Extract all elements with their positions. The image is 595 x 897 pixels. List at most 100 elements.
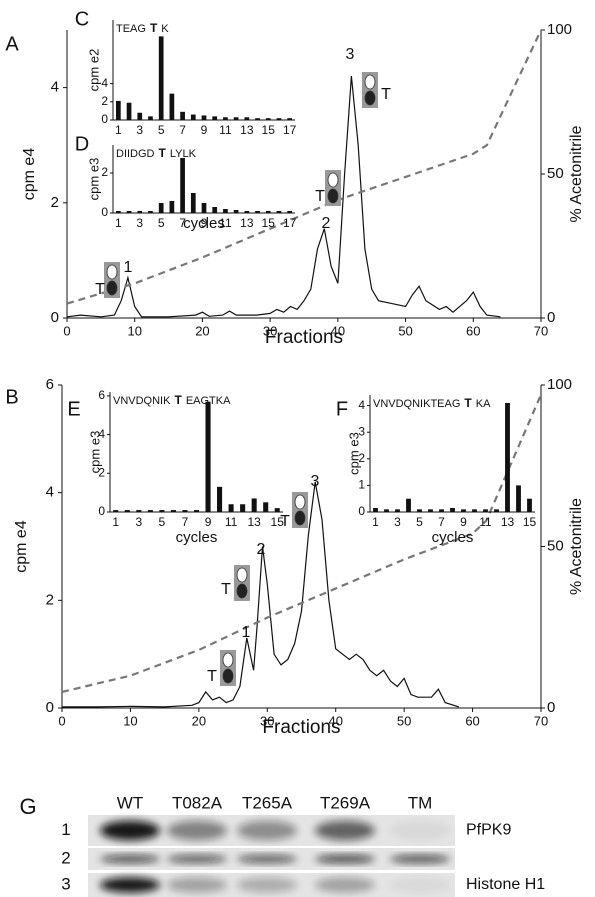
x-tick-label: 70 [534,713,548,728]
y-axis-label: cpm e2 [86,49,101,92]
spot-icon [294,510,306,526]
bar [113,510,119,512]
sequence-part: K [161,23,169,35]
bar [274,508,280,512]
y-tick-label: 4 [358,398,365,412]
bar [244,117,250,120]
bar [244,211,250,213]
x-tick-label: 1 [115,123,122,137]
spot-icon [327,172,339,188]
x-tick-label: 13 [240,123,254,137]
y-tick-label: 2 [51,194,59,211]
bar [472,509,477,512]
bar [255,118,260,120]
bar [148,116,153,120]
gel-band [100,877,160,893]
x-tick-label: 5 [159,515,166,529]
bar [240,504,246,512]
y-tick-label: 0 [51,309,59,326]
x-tick-label: 9 [460,515,467,529]
y-tick-label: 4 [101,76,108,90]
lane-label: WT [117,793,143,812]
site-label: T [95,281,105,298]
bar [251,498,257,512]
spot-icon [364,74,376,90]
bar [516,485,521,512]
site-label: T [381,86,391,103]
gel-band [390,820,450,841]
bar [373,508,378,512]
bar [406,498,411,512]
panel-letter: B [5,386,18,408]
y-tick-label: 2 [46,591,54,608]
gel-band [167,877,227,893]
y2-tick-label: 100 [547,21,572,38]
phospho-site: T [174,393,182,407]
y-tick-label: 2 [98,465,105,479]
y-axis-label: cpm e3 [87,431,102,474]
spot-icon [327,188,339,204]
bar [276,118,282,120]
x-tick-label: 40 [331,323,345,338]
lane-label: TM [408,793,433,812]
bar [263,502,269,512]
bar [158,203,164,213]
x-tick-label: 13 [501,515,515,529]
y-tick-label: 0 [46,699,54,716]
x-tick-label: 0 [63,323,70,338]
x-axis-label: Fractions [262,717,340,738]
bar [276,211,282,213]
peak-label: 2 [257,541,266,558]
y2-axis-label: % Acetonitrile [568,498,585,595]
bar [180,158,185,213]
sequence-title: DIIDGD T LYLK [116,146,197,160]
bar [439,509,444,512]
gel-band [100,855,160,863]
y2-tick-label: 50 [547,165,564,182]
row-label: PfPK9 [466,822,511,839]
x-tick-label: 9 [205,515,212,529]
gel-band [315,877,375,893]
x-tick-label: 15 [271,515,285,529]
gel-band [390,855,450,863]
y-tick-label: 4 [51,79,59,96]
x-tick-label: 1 [115,216,122,230]
y-tick-label: 4 [46,484,54,501]
site-label: T [280,513,290,530]
x-tick-label: 13 [247,515,261,529]
spot-icon [236,583,248,599]
gel-band [390,877,450,893]
bar [180,111,185,120]
lane-label: T269A [320,793,371,812]
bar [233,210,239,213]
bar [193,510,200,512]
x-tick-label: 15 [262,123,276,137]
bar [527,498,532,512]
sequence-part: LYLK [170,148,197,160]
phospho-site: T [464,396,472,410]
y2-axis-label: % Acetonitrile [568,125,585,222]
x-tick-label: 50 [397,713,411,728]
bar [428,509,433,512]
x-tick-label: 50 [398,323,412,338]
bar [124,510,130,512]
y-axis-label: cpm e3 [346,432,361,475]
y-tick-label: 2 [358,451,365,465]
x-tick-label: 7 [179,216,186,230]
x-tick-label: 11 [219,123,232,137]
x-tick-label: 11 [225,515,238,529]
x-tick-label: 3 [136,123,143,137]
panel-letter: D [75,133,89,155]
bar [494,509,499,512]
gel-band [315,820,375,841]
bar [115,211,121,213]
y-tick-label: 2 [101,165,108,179]
panel-letter: C [75,8,89,30]
x-tick-label: 5 [158,216,165,230]
bar [137,211,143,213]
y-tick-label: 2 [101,94,108,108]
y2-tick-label: 0 [547,309,555,326]
x-axis-label: cycles [183,215,225,232]
x-tick-label: 10 [123,713,137,728]
